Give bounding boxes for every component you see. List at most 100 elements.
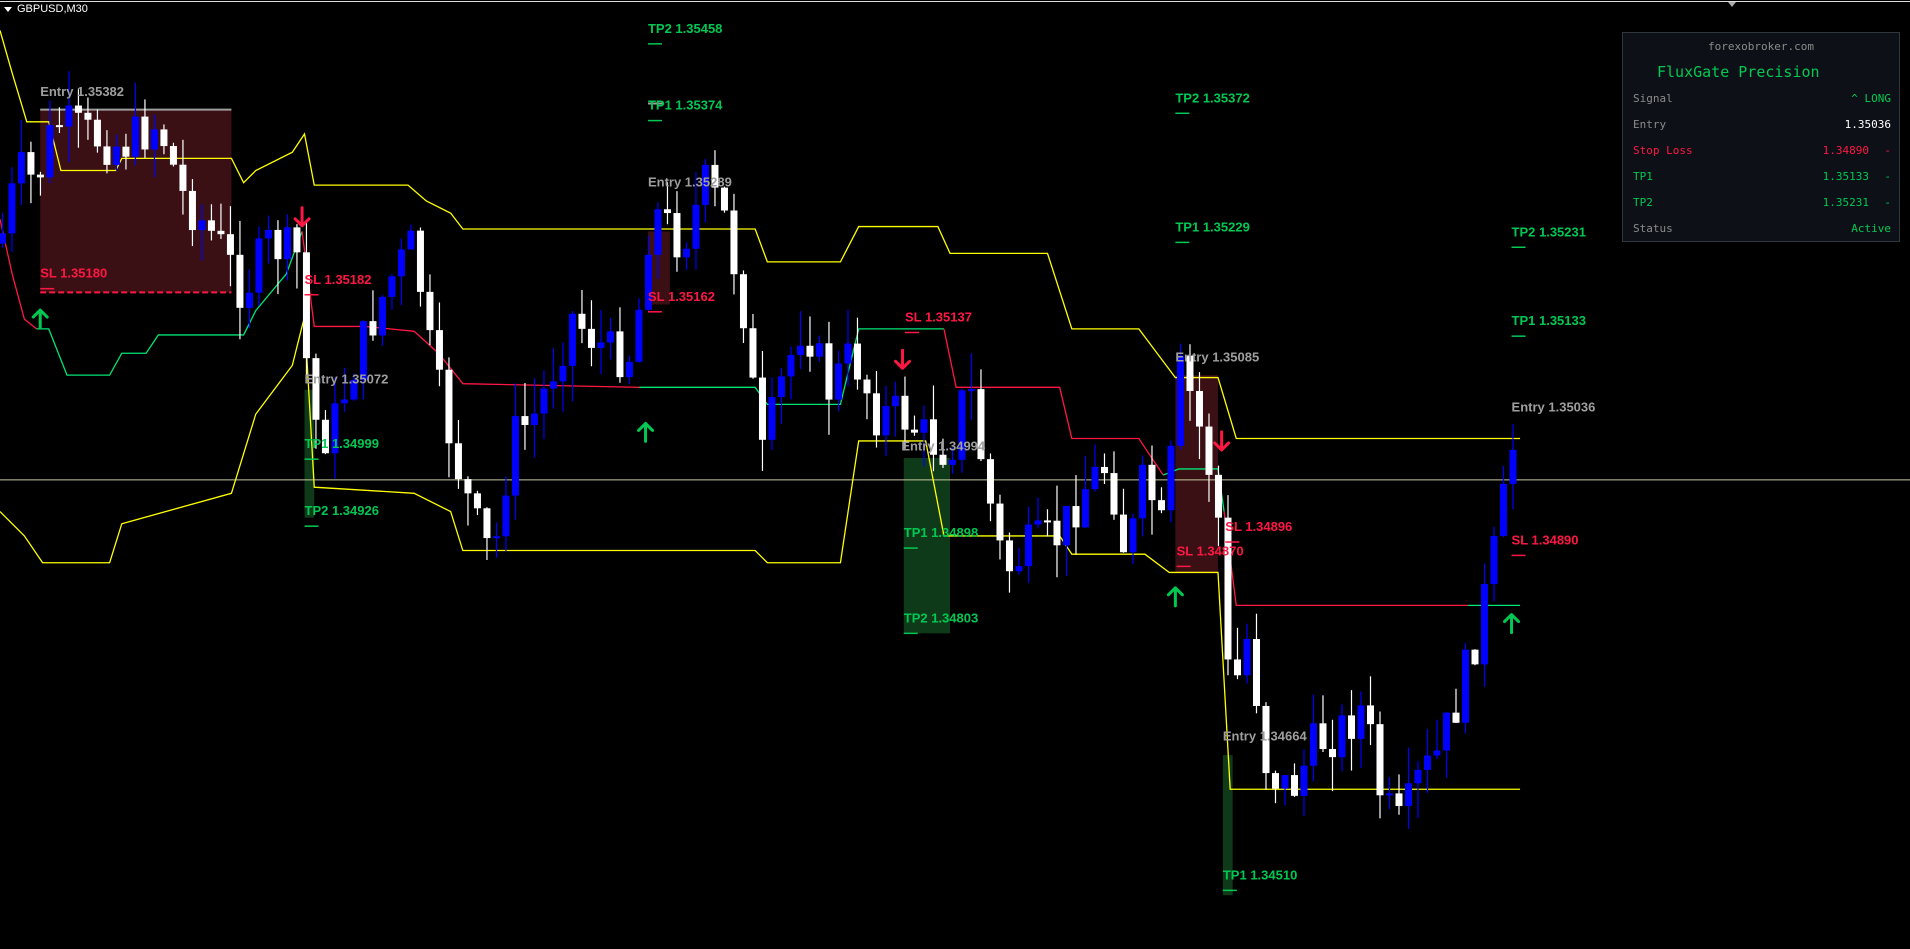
candle-body <box>578 313 586 329</box>
dropdown-icon[interactable] <box>4 6 12 12</box>
candle-body <box>141 116 149 150</box>
candle-body <box>1347 715 1355 739</box>
level-label-tp: TP1 1.34510 <box>1223 867 1297 882</box>
candle-body <box>236 254 244 308</box>
candle-body <box>1404 783 1412 807</box>
candle-body <box>1480 583 1488 665</box>
candle-body <box>1338 715 1346 758</box>
candle-body <box>1138 464 1146 519</box>
row-value: Active <box>1851 221 1891 235</box>
candle-body <box>1034 520 1042 525</box>
candle-body <box>692 204 700 249</box>
candle-body <box>1281 775 1289 789</box>
row-suffix: - <box>1884 169 1891 183</box>
candle-body <box>160 129 168 147</box>
candle-body <box>454 443 462 480</box>
chart-shift-marker[interactable] <box>1728 2 1736 7</box>
candle-body <box>825 343 833 400</box>
candle-body <box>720 187 728 211</box>
candle-body <box>663 209 671 214</box>
candle-body <box>1233 659 1241 676</box>
row-label: Signal <box>1633 91 1673 105</box>
candle-body <box>1366 705 1374 725</box>
candle-body <box>93 119 101 147</box>
row-value: ^ LONG <box>1851 91 1891 105</box>
candle-body <box>929 419 937 455</box>
panel-row-status: Status Active <box>1623 215 1899 241</box>
candle-body <box>1186 355 1194 391</box>
level-label-tp: TP2 1.35372 <box>1175 90 1249 105</box>
trailing-stop-up <box>639 328 944 406</box>
candle-body <box>768 397 776 440</box>
candle-body <box>549 381 557 389</box>
candle-body <box>426 291 434 331</box>
symbol-label[interactable]: GBPUSD,M30 <box>4 3 88 15</box>
candle-body <box>302 252 310 359</box>
candle-body <box>483 508 491 539</box>
candle-body <box>1091 466 1099 490</box>
candle-body <box>1110 473 1118 515</box>
candle-body <box>331 403 339 454</box>
sell-arrow-icon <box>293 206 311 228</box>
candle-body <box>131 116 139 157</box>
signal-panel: forexobroker.com FluxGate Precision Sign… <box>1622 32 1900 242</box>
candle-body <box>1423 755 1431 770</box>
candle-body <box>1005 540 1013 572</box>
row-label: TP1 <box>1633 169 1653 183</box>
candle-body <box>274 229 282 260</box>
candle-body <box>1195 390 1203 427</box>
candle-body <box>673 213 681 258</box>
candle-body <box>492 536 500 539</box>
candle-body <box>293 227 301 253</box>
candle-body <box>84 112 92 120</box>
candle-body <box>226 234 234 255</box>
sell-arrow-icon <box>1213 430 1231 452</box>
candle-body <box>787 355 795 377</box>
candle-body <box>1129 518 1137 553</box>
candle-body <box>1290 775 1298 796</box>
level-label-entry: Entry 1.34994 <box>901 439 986 454</box>
candle-body <box>1309 723 1317 766</box>
panel-row-tp2: TP2 1.35231 - <box>1623 189 1899 215</box>
candle-body <box>1328 748 1336 758</box>
candle-body <box>122 146 130 157</box>
candle-body <box>55 125 63 128</box>
candle-body <box>1414 769 1422 784</box>
candle-body <box>939 454 947 465</box>
trade-zone-box <box>903 457 951 634</box>
candle-body <box>1395 793 1403 807</box>
candle-body <box>255 238 263 293</box>
level-label-entry: Entry 1.35289 <box>648 174 732 189</box>
candle-body <box>1176 355 1184 446</box>
level-label-entry: Entry 1.35072 <box>305 372 389 387</box>
candle-body <box>1148 464 1156 501</box>
trade-zone-box <box>647 231 670 305</box>
candle-body <box>1053 520 1061 546</box>
symbol-timeframe: GBPUSD,M30 <box>17 3 88 15</box>
candle-body <box>1015 566 1023 572</box>
buy-arrow-icon <box>1166 586 1184 608</box>
candle-body <box>416 230 424 292</box>
candle-body <box>1357 705 1365 739</box>
candle-body <box>1319 723 1327 749</box>
candle-body <box>1262 705 1270 774</box>
candle-body <box>198 220 206 231</box>
candle-body <box>188 190 196 231</box>
candle-body <box>540 388 548 414</box>
level-label-tp: TP2 1.34926 <box>305 503 379 518</box>
panel-title: FluxGate Precision <box>1657 63 1820 81</box>
candle-body <box>397 249 405 277</box>
level-label-entry: Entry 1.35036 <box>1512 400 1596 415</box>
panel-site: forexobroker.com <box>1708 40 1814 53</box>
candle-body <box>1072 506 1080 528</box>
candle-body <box>74 105 82 113</box>
candle-body <box>1385 793 1393 796</box>
candle-body <box>834 363 842 400</box>
candle-body <box>1461 649 1469 723</box>
level-label-sl: SL 1.35137 <box>905 310 972 325</box>
candle-body <box>948 459 956 465</box>
buy-arrow-icon <box>1503 613 1521 635</box>
candle-body <box>901 395 909 430</box>
level-label-tp: TP1 1.35229 <box>1175 219 1249 234</box>
